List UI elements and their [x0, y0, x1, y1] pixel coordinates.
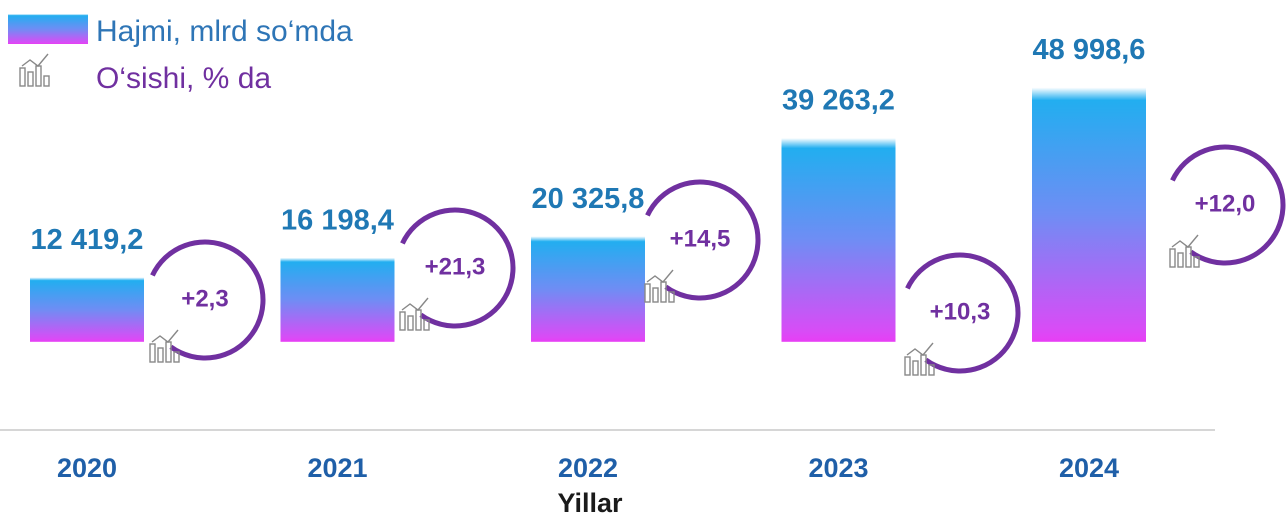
value-label: 16 198,4 [281, 204, 394, 236]
x-axis-label: Yillar [557, 488, 623, 518]
growth-label: +21,3 [425, 253, 486, 280]
x-tick-label: 2021 [307, 453, 367, 483]
x-tick-label: 2022 [558, 453, 618, 483]
growth-label: +2,3 [181, 285, 228, 312]
x-tick-label: 2023 [808, 453, 868, 483]
chart-icon [399, 297, 430, 331]
legend-label: O‘sishi, % da [96, 62, 271, 95]
growth-label: +12,0 [1195, 190, 1256, 217]
growth-ring [899, 252, 1021, 374]
chart-icon [904, 342, 935, 376]
growth-ring [394, 207, 516, 329]
growth-ring [639, 179, 761, 301]
value-label: 12 419,2 [31, 224, 144, 256]
x-tick-label: 2020 [57, 453, 117, 483]
bar [531, 236, 645, 342]
growth-label: +10,3 [930, 298, 991, 325]
bar [30, 277, 144, 342]
value-label: 39 263,2 [782, 85, 895, 117]
value-label: 20 325,8 [532, 183, 645, 215]
legend-swatch [8, 14, 88, 44]
growth-label: +14,5 [670, 225, 731, 252]
bar [781, 138, 896, 342]
bar [280, 257, 395, 342]
growth-ring [144, 239, 266, 361]
chart-icon [19, 53, 50, 87]
chart-icon [1169, 234, 1200, 268]
x-tick-label: 2024 [1059, 453, 1119, 483]
bar [1032, 87, 1146, 342]
growth-ring [1164, 144, 1286, 266]
chart-icon [149, 329, 180, 363]
legend-label: Hajmi, mlrd so‘mda [96, 15, 353, 48]
value-label: 48 998,6 [1033, 34, 1146, 66]
chart-icon [644, 269, 675, 303]
